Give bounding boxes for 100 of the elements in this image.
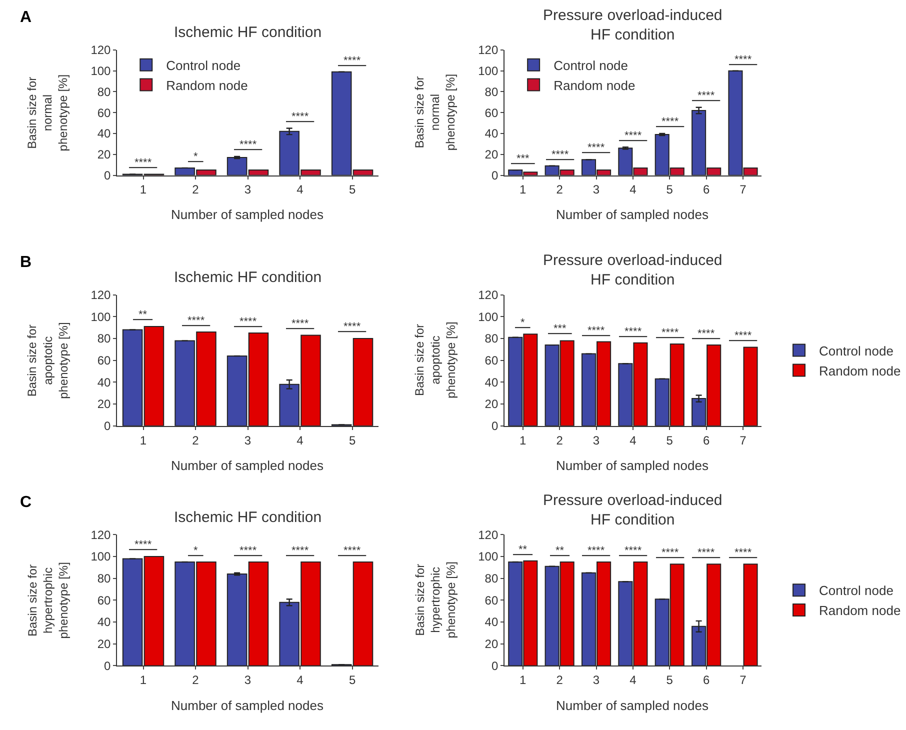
y-tick-label: 100 [90,64,112,78]
legend-label: Random node [819,603,901,618]
x-tick-label: 3 [244,433,252,448]
y-tick-label: 20 [97,397,112,412]
y-tick-label: 40 [97,375,112,390]
x-tick-label: 3 [244,673,252,688]
x-tick-label: 3 [244,182,252,197]
x-tick-label: 2 [192,673,200,688]
x-axis-title: Number of sampled nodes [171,207,324,222]
y-tick-label: 60 [97,106,112,120]
x-axis-title: Number of sampled nodes [556,207,709,222]
y-tick-label: 40 [97,126,112,141]
annotation: *** [548,323,572,335]
annotation: **** [692,328,720,340]
annotation: **** [182,315,210,327]
y-axis-title: Basin size for hypertrophic phenotype [%] [412,561,458,638]
y-tick-label: 80 [97,332,112,346]
chart-title: Ischemic HF condition [174,24,322,41]
x-tick-label: 5 [666,433,674,448]
y-tick-label: 80 [97,84,112,99]
y-tick-label: 0 [104,419,112,434]
y-tick-label: 40 [484,615,498,630]
annotation: **** [729,54,758,66]
y-tick-label: 40 [97,615,112,630]
annotation: **** [338,55,366,67]
legend-label: Random node [554,78,636,93]
legend-label: Random node [166,78,248,93]
x-tick-label: 1 [140,673,147,688]
x-tick-label: 4 [296,182,304,197]
y-tick-label: 100 [90,310,112,324]
y-axis-title: Basin size for normal phenotype [%] [412,74,458,151]
text: B [20,254,32,271]
annotation: ** [513,544,533,556]
y-axis-title: Basin size for apoptotic phenotype [%] [25,322,70,399]
annotation: **** [129,157,158,169]
text: A [20,9,32,26]
annotation: *** [511,153,535,165]
x-tick-label: 1 [140,433,147,448]
annotation: **** [729,330,758,342]
y-tick-label: 120 [90,528,112,542]
x-tick-label: 5 [348,673,356,688]
text: C [20,494,32,511]
annotation: * [188,151,204,163]
annotation: **** [338,545,366,557]
chart-title: Pressure overload-induced HF condition [543,7,722,44]
y-tick-label: 100 [90,550,112,564]
x-tick-label: 4 [296,673,304,688]
x-tick-label: 6 [702,182,710,197]
annotation: **** [546,149,574,161]
annotation: * [515,317,530,329]
annotation: * [188,545,204,557]
annotation: **** [692,547,720,559]
y-axis-title: Basin size for hypertrophic phenotype [%] [25,562,71,639]
legend-label: Control node [819,583,894,598]
y-tick-label: 100 [478,310,498,324]
y-tick-label: 80 [484,84,498,99]
y-tick-label: 0 [104,658,112,673]
y-tick-label: 40 [484,375,498,390]
x-tick-label: 1 [140,182,147,197]
y-tick-label: 20 [484,148,498,162]
y-tick-label: 60 [484,106,498,120]
annotation: **** [286,111,314,123]
x-tick-label: 4 [630,433,637,448]
annotation: **** [234,139,262,151]
chart-title: Ischemic HF condition [174,269,322,286]
y-tick-label: 120 [478,43,498,58]
annotation: **** [234,545,262,557]
y-tick-label: 0 [491,168,498,182]
y-tick-label: 60 [484,354,498,368]
legend-label: Control node [166,58,241,73]
x-axis-title: Number of sampled nodes [171,698,324,713]
legend-label: Control node [819,343,894,358]
chart-title: Pressure overload-induced HF condition [543,252,722,288]
x-tick-label: 2 [556,673,564,688]
y-tick-label: 120 [90,288,112,302]
y-tick-label: 100 [478,550,498,564]
y-tick-label: 120 [478,288,498,302]
y-tick-label: 0 [104,168,112,182]
y-tick-label: 60 [97,354,112,368]
annotation: **** [582,325,610,337]
chart-title: Pressure overload-induced HF condition [543,492,722,528]
y-tick-label: 20 [484,637,498,652]
x-tick-label: 2 [192,182,200,197]
x-tick-label: 7 [740,182,747,197]
annotation: **** [729,547,758,559]
y-tick-label: 80 [484,332,498,346]
x-tick-label: 1 [520,182,527,197]
annotation: **** [619,130,648,142]
x-tick-label: 3 [592,182,600,197]
x-axis-title: Number of sampled nodes [556,458,709,473]
x-tick-label: 1 [520,433,527,448]
annotation: **** [582,545,610,557]
annotation: ** [133,309,153,321]
y-tick-label: 20 [484,397,498,412]
x-tick-label: 5 [348,433,356,448]
annotation: **** [656,327,684,339]
y-axis-title: Basin size for apoptotic phenotype [%] [412,322,458,398]
annotation: **** [619,545,648,557]
x-tick-label: 4 [630,673,637,688]
y-tick-label: 20 [97,637,112,652]
